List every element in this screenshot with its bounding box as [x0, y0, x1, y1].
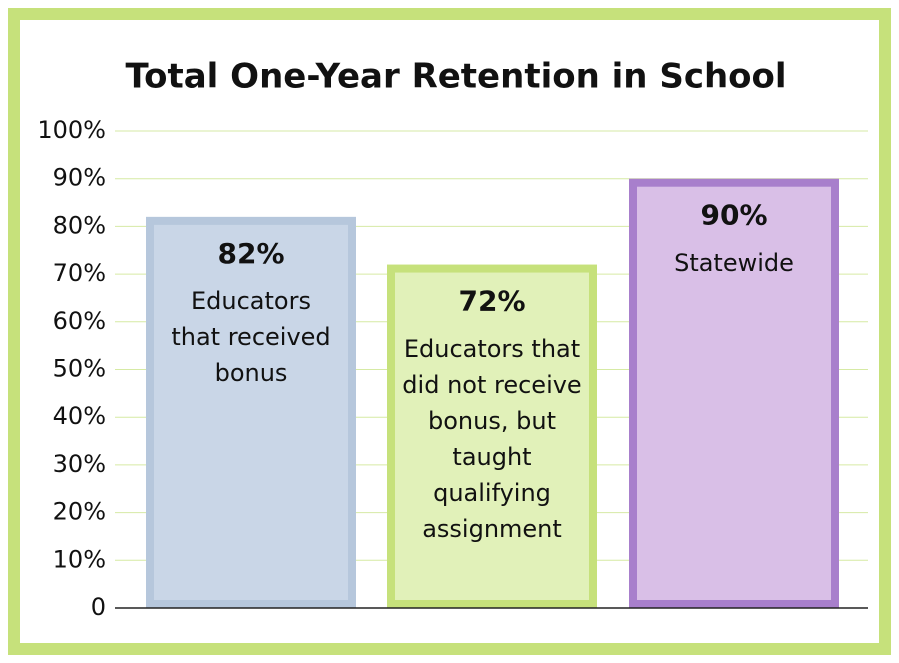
category-label: Statewide: [674, 248, 794, 277]
y-tick-label: 0: [91, 593, 106, 621]
category-label: Educators that received bonus: [171, 286, 331, 387]
y-tick-label: 30%: [53, 450, 106, 478]
value-label: 90%: [700, 199, 767, 232]
y-tick-label: 90%: [53, 164, 106, 192]
value-label: 72%: [458, 285, 525, 318]
chart-title: Total One-Year Retention in School: [125, 57, 786, 97]
y-tick-label: 70%: [53, 259, 106, 287]
y-tick-label: 100%: [37, 116, 106, 144]
bar: [146, 216, 356, 609]
y-tick-label: 40%: [53, 402, 106, 430]
y-tick-label: 10%: [53, 545, 106, 573]
value-label: 82%: [217, 237, 284, 270]
y-tick-label: 50%: [53, 355, 106, 383]
y-tick-label: 20%: [53, 498, 106, 526]
bar: [387, 264, 597, 608]
bar: [629, 178, 839, 608]
category-label: Educators that did not receive bonus, bu…: [402, 334, 582, 543]
y-tick-label: 80%: [53, 211, 106, 239]
y-tick-label: 60%: [53, 307, 106, 335]
